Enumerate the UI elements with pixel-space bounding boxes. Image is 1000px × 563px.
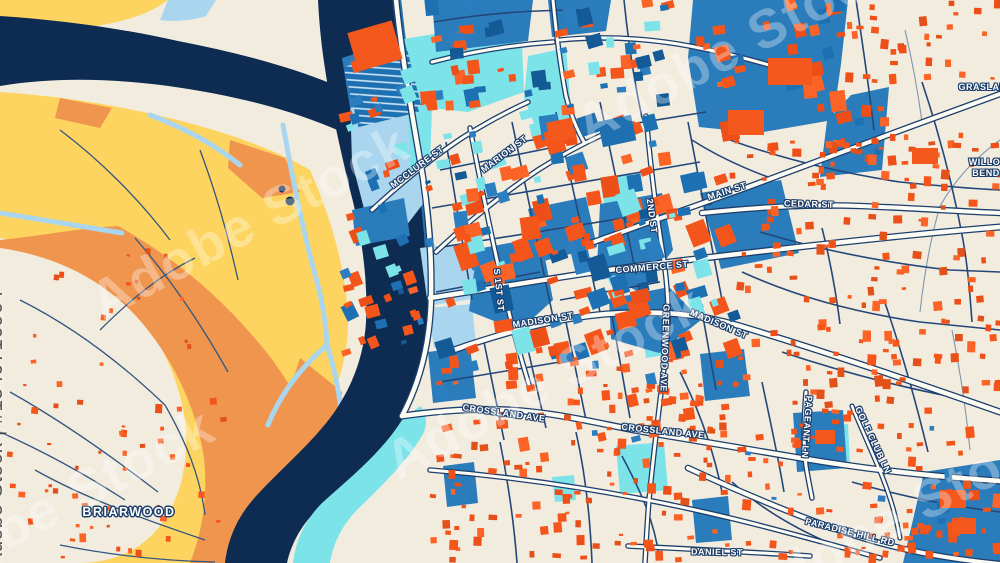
buildings [6,0,1000,563]
trails [0,129,239,563]
adobe-stock-id-watermark: Adobe Stock | #1549716964 [0,289,7,563]
